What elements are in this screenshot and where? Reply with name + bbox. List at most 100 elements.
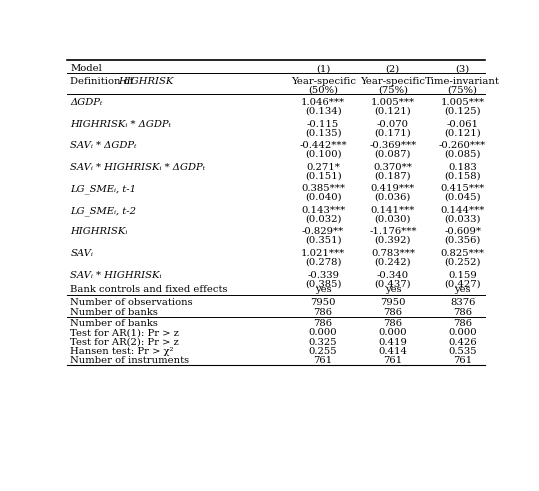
Text: LG_SMEᵢ, t-2: LG_SMEᵢ, t-2 [71,206,136,216]
Text: 0.141***: 0.141*** [371,206,415,215]
Text: SAVᵢ * HIGHRISKᵢ * ΔGDPₜ: SAVᵢ * HIGHRISKᵢ * ΔGDPₜ [71,163,206,172]
Text: -0.609*: -0.609* [444,227,481,237]
Text: (0.187): (0.187) [375,171,411,180]
Text: 0.426: 0.426 [448,338,477,347]
Text: 0.385***: 0.385*** [301,184,345,193]
Text: 0.419***: 0.419*** [371,184,415,193]
Text: (0.135): (0.135) [305,128,341,137]
Text: 0.783***: 0.783*** [371,249,415,258]
Text: (0.252): (0.252) [444,257,481,267]
Text: 7950: 7950 [310,298,336,306]
Text: (0.242): (0.242) [375,257,411,267]
Text: 0.183: 0.183 [448,163,477,172]
Text: Definition of: Definition of [71,77,137,85]
Text: yes: yes [384,285,401,294]
Text: (75%): (75%) [447,86,478,95]
Text: 0.370**: 0.370** [374,163,412,172]
Text: 0.159: 0.159 [448,271,477,279]
Text: -0.340: -0.340 [377,271,409,279]
Text: (0.087): (0.087) [375,150,411,159]
Text: SAVᵢ * ΔGDPₜ: SAVᵢ * ΔGDPₜ [71,141,137,150]
Text: (0.171): (0.171) [375,128,411,137]
Text: HIGHRISKᵢ: HIGHRISKᵢ [71,227,128,237]
Text: (2): (2) [386,64,400,73]
Text: (0.356): (0.356) [445,236,481,245]
Text: (75%): (75%) [378,86,408,95]
Text: 0.419: 0.419 [378,338,407,347]
Text: 786: 786 [314,319,333,328]
Text: -0.369***: -0.369*** [369,141,417,150]
Text: 0.000: 0.000 [309,328,337,337]
Text: LG_SMEᵢ, t-1: LG_SMEᵢ, t-1 [71,184,136,194]
Text: (0.437): (0.437) [375,279,411,288]
Text: 1.005***: 1.005*** [440,98,485,107]
Text: 0.143***: 0.143*** [301,206,345,215]
Text: 0.414: 0.414 [378,347,407,356]
Text: Time-invariant: Time-invariant [425,77,500,85]
Text: (0.045): (0.045) [444,193,481,202]
Text: (0.427): (0.427) [444,279,481,288]
Text: Number of banks: Number of banks [71,307,158,317]
Text: 0.255: 0.255 [309,347,337,356]
Text: (50%): (50%) [308,86,338,95]
Text: (0.278): (0.278) [305,257,341,267]
Text: Test for AR(2): Pr > z: Test for AR(2): Pr > z [71,338,179,347]
Text: (0.385): (0.385) [305,279,341,288]
Text: -1.176***: -1.176*** [369,227,417,237]
Text: Hansen test: Pr > χ²: Hansen test: Pr > χ² [71,347,174,356]
Text: Year-specific: Year-specific [361,77,425,85]
Text: (0.151): (0.151) [305,171,342,180]
Text: 0.271*: 0.271* [306,163,340,172]
Text: (0.036): (0.036) [375,193,411,202]
Text: HIGHRISKᵢ * ΔGDPₜ: HIGHRISKᵢ * ΔGDPₜ [71,120,171,129]
Text: ΔGDPₜ: ΔGDPₜ [71,98,103,107]
Text: -0.260***: -0.260*** [439,141,486,150]
Text: 761: 761 [314,356,333,365]
Text: (0.158): (0.158) [444,171,481,180]
Text: Year-specific: Year-specific [291,77,356,85]
Text: 786: 786 [453,307,472,317]
Text: (0.030): (0.030) [375,215,411,223]
Text: 786: 786 [383,307,403,317]
Text: yes: yes [454,285,471,294]
Text: 0.825***: 0.825*** [440,249,485,258]
Text: 786: 786 [314,307,333,317]
Text: (0.040): (0.040) [305,193,341,202]
Text: (0.032): (0.032) [305,215,341,223]
Text: Test for AR(1): Pr > z: Test for AR(1): Pr > z [71,328,179,337]
Text: -0.829**: -0.829** [302,227,344,237]
Text: -0.070: -0.070 [377,120,409,129]
Text: yes: yes [315,285,331,294]
Text: (0.033): (0.033) [444,215,481,223]
Text: Bank controls and fixed effects: Bank controls and fixed effects [71,285,228,294]
Text: 0.535: 0.535 [448,347,477,356]
Text: (0.134): (0.134) [305,107,342,115]
Text: (0.392): (0.392) [375,236,411,245]
Text: 0.144***: 0.144*** [440,206,485,215]
Text: 1.021***: 1.021*** [301,249,345,258]
Text: 0.415***: 0.415*** [440,184,485,193]
Text: (0.121): (0.121) [375,107,411,115]
Text: SAVᵢ: SAVᵢ [71,249,93,258]
Text: -0.115: -0.115 [307,120,339,129]
Text: (0.085): (0.085) [444,150,481,159]
Text: 8376: 8376 [450,298,475,306]
Text: 786: 786 [383,319,403,328]
Text: 761: 761 [453,356,472,365]
Text: (1): (1) [316,64,330,73]
Text: -0.339: -0.339 [307,271,339,279]
Text: Number of instruments: Number of instruments [71,356,190,365]
Text: SAVᵢ * HIGHRISKᵢ: SAVᵢ * HIGHRISKᵢ [71,271,162,279]
Text: 761: 761 [383,356,403,365]
Text: Model: Model [71,64,102,73]
Text: (0.351): (0.351) [305,236,341,245]
Text: (0.121): (0.121) [444,128,481,137]
Text: -0.061: -0.061 [447,120,479,129]
Text: HIGHRISK: HIGHRISK [119,77,174,85]
Text: 1.005***: 1.005*** [371,98,415,107]
Text: -0.442***: -0.442*** [299,141,347,150]
Text: (0.100): (0.100) [305,150,341,159]
Text: 0.000: 0.000 [378,328,407,337]
Text: 0.325: 0.325 [309,338,337,347]
Text: 7950: 7950 [380,298,406,306]
